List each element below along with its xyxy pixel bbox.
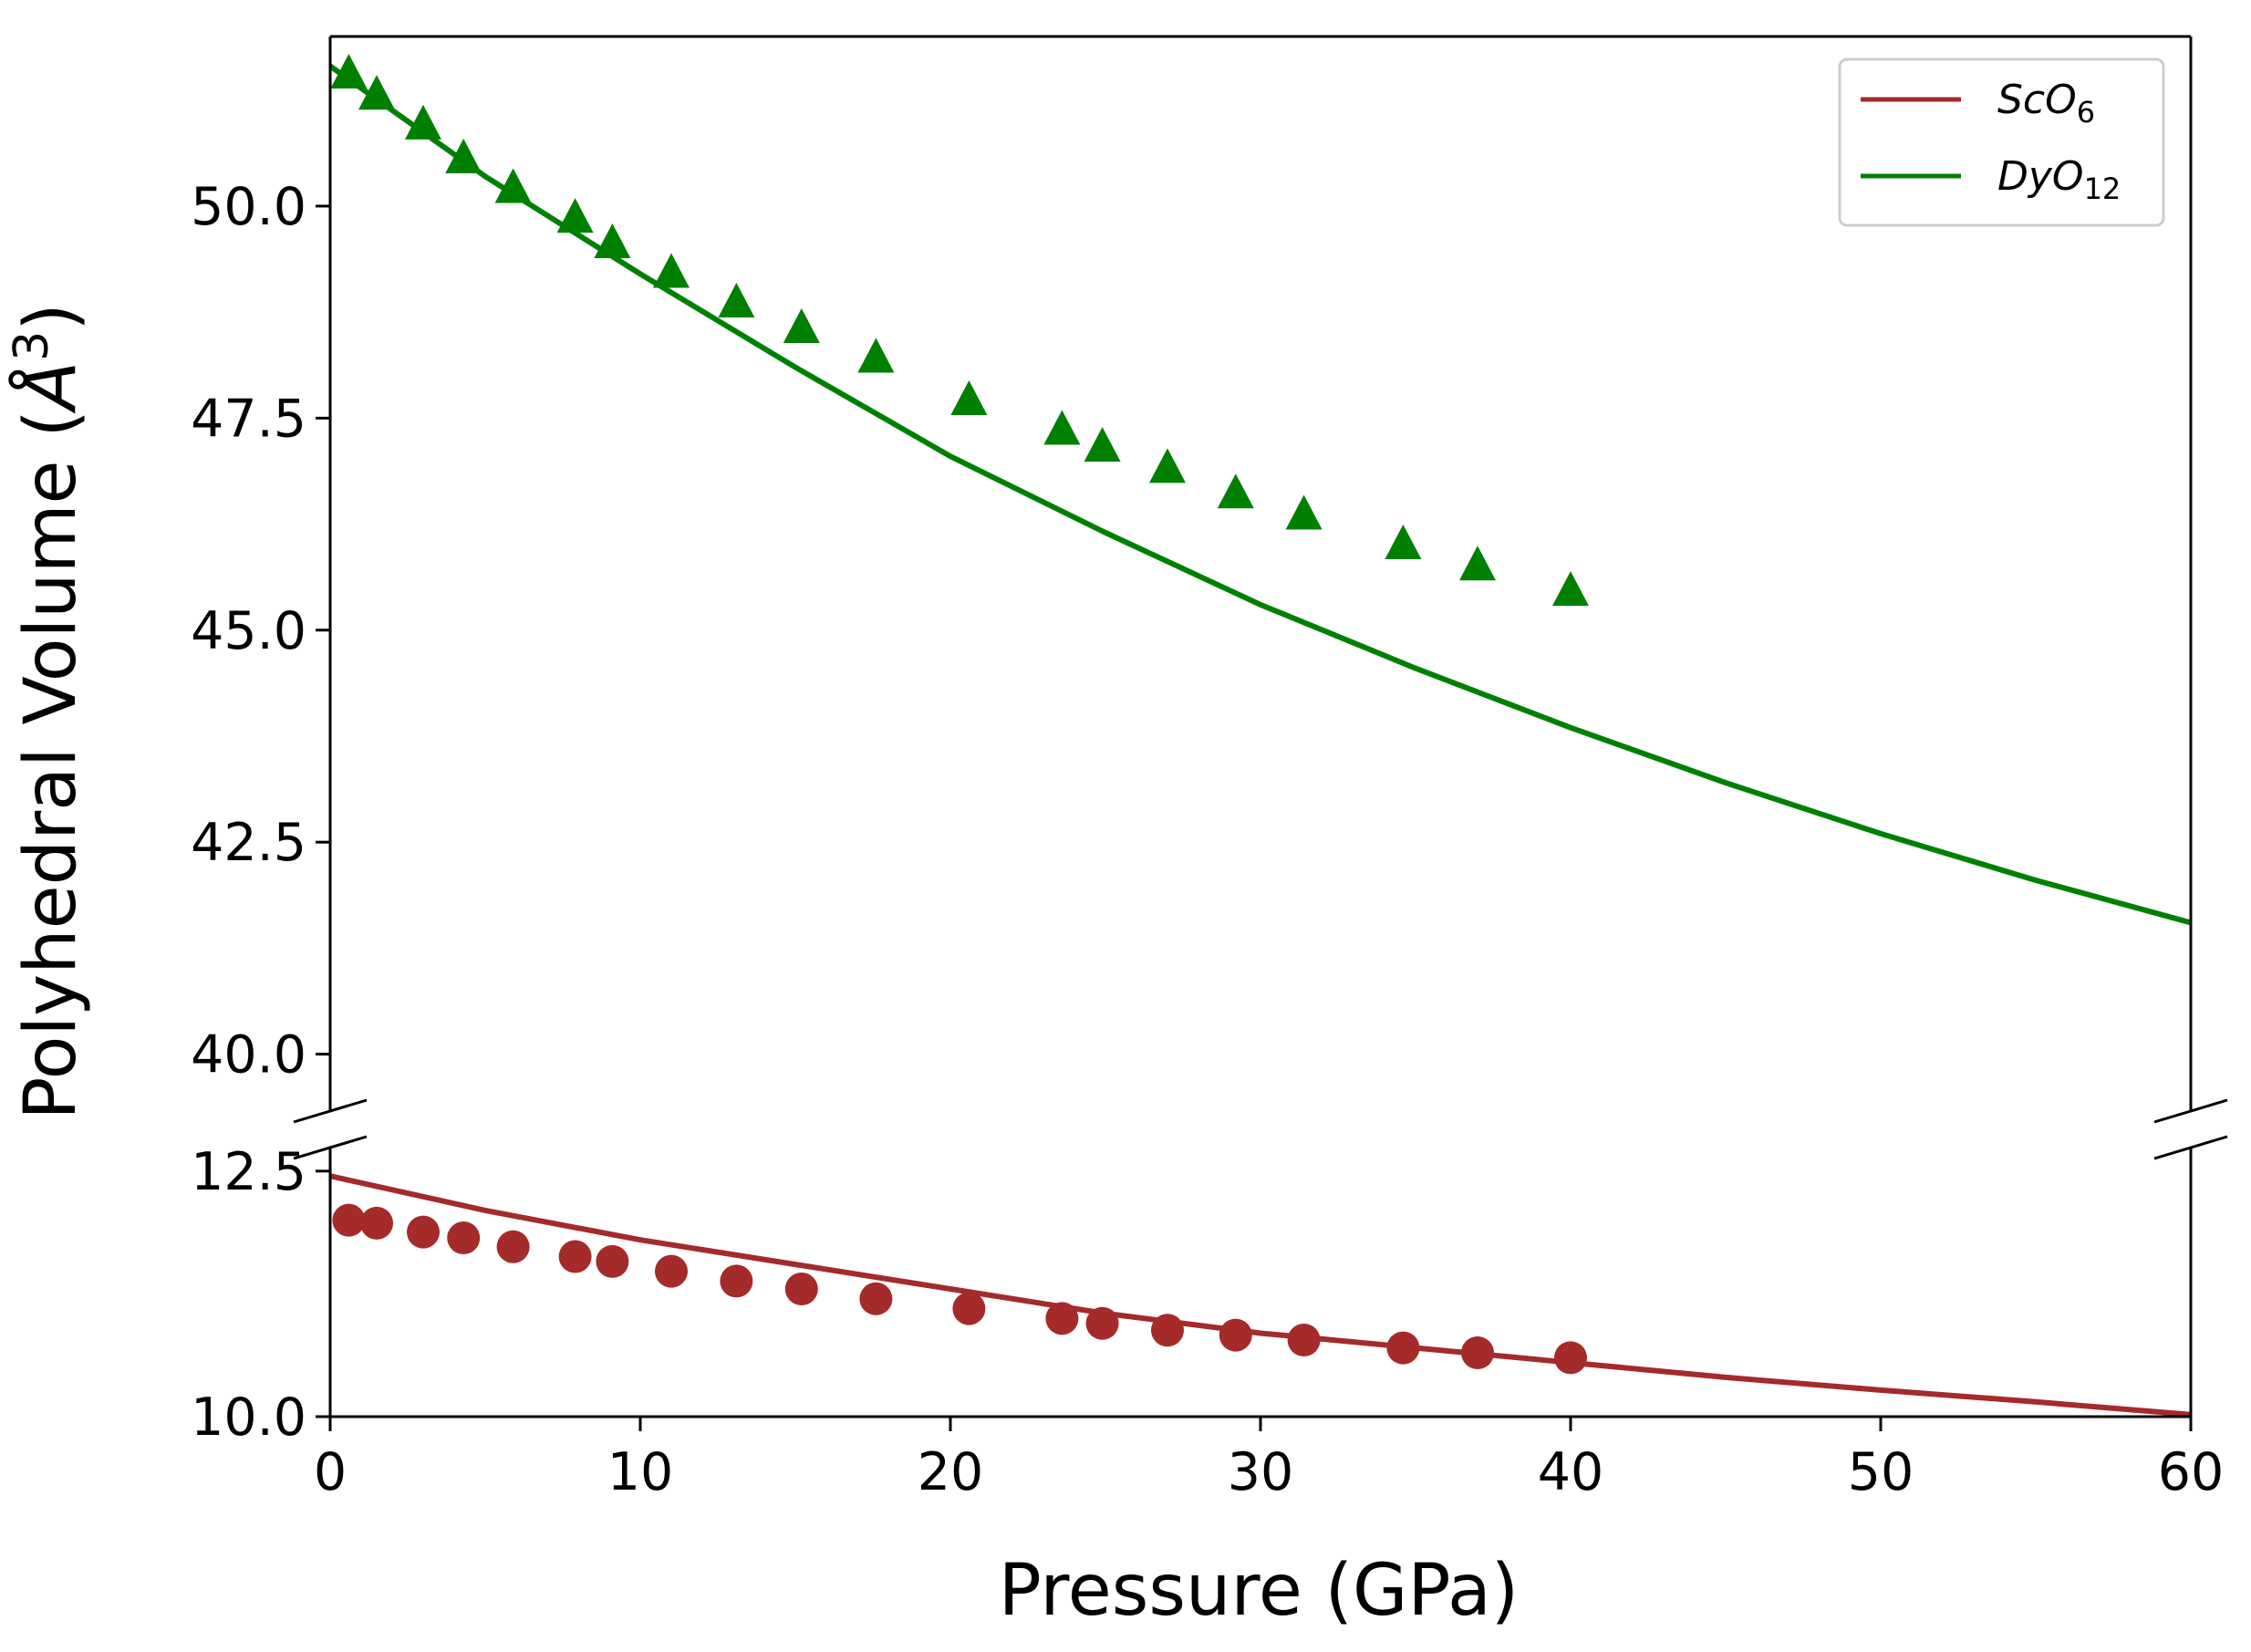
data-point-sco6-6 xyxy=(596,1244,629,1278)
data-point-sco6-14 xyxy=(1151,1314,1184,1347)
y-tick-label-upper-0: 40.0 xyxy=(191,1025,306,1086)
data-point-sco6-8 xyxy=(720,1264,753,1298)
data-point-sco6-4 xyxy=(496,1230,530,1263)
y-tick-label-lower-0: 10.0 xyxy=(191,1387,306,1448)
data-point-dyo12-3 xyxy=(445,139,482,174)
legend-label-sco6-name: ScO xyxy=(1997,77,2077,123)
series-line-dyo12 xyxy=(330,64,2191,926)
x-tick-label-3: 30 xyxy=(1228,1442,1294,1502)
data-point-sco6-13 xyxy=(1085,1306,1119,1340)
data-point-dyo12-7 xyxy=(653,253,690,288)
data-point-sco6-17 xyxy=(1386,1331,1420,1365)
data-point-dyo12-18 xyxy=(1459,545,1496,581)
data-point-dyo12-1 xyxy=(358,75,395,110)
data-point-dyo12-4 xyxy=(494,168,532,203)
legend-label-sco6-sub: 6 xyxy=(2077,95,2095,130)
data-point-sco6-11 xyxy=(952,1292,986,1325)
axis-break-mark-left-0 xyxy=(293,1098,368,1124)
data-point-sco6-15 xyxy=(1219,1318,1252,1352)
data-point-dyo12-9 xyxy=(783,307,820,343)
y-tick-label-upper-4: 50.0 xyxy=(191,177,306,237)
x-tick-label-2: 20 xyxy=(918,1442,984,1502)
data-point-dyo12-5 xyxy=(556,198,594,234)
data-point-dyo12-0 xyxy=(330,54,368,89)
data-point-dyo12-11 xyxy=(950,379,988,415)
data-point-dyo12-6 xyxy=(594,223,631,258)
y-axis-title: Polyhedral Volume (Å3) xyxy=(5,303,92,1119)
axis-break-mark-right-0 xyxy=(2153,1098,2228,1124)
y-axis-title-text: Polyhedral Volume ( xyxy=(10,410,92,1119)
data-point-dyo12-8 xyxy=(718,283,755,318)
data-point-sco6-9 xyxy=(784,1273,818,1306)
data-point-sco6-19 xyxy=(1554,1341,1587,1375)
data-point-dyo12-16 xyxy=(1285,494,1323,530)
y-tick-label-upper-1: 42.5 xyxy=(191,813,306,873)
data-point-dyo12-2 xyxy=(405,104,441,140)
data-point-dyo12-13 xyxy=(1084,427,1121,462)
y-tick-label-lower-1: 12.5 xyxy=(191,1142,306,1202)
x-axis-title: Pressure (GPa) xyxy=(999,1550,1520,1632)
data-point-dyo12-15 xyxy=(1217,473,1254,509)
data-point-sco6-12 xyxy=(1045,1302,1079,1335)
data-point-sco6-0 xyxy=(332,1203,366,1237)
data-point-sco6-2 xyxy=(407,1215,440,1249)
y-tick-label-upper-3: 47.5 xyxy=(191,389,306,449)
data-point-sco6-18 xyxy=(1461,1336,1494,1370)
data-point-sco6-16 xyxy=(1287,1324,1321,1357)
data-point-dyo12-17 xyxy=(1385,525,1422,560)
x-tick-label-6: 60 xyxy=(2158,1442,2225,1502)
data-point-dyo12-10 xyxy=(857,338,895,373)
data-point-sco6-10 xyxy=(859,1282,893,1315)
lower-plot-area xyxy=(330,1173,2191,1417)
y-tick-label-upper-2: 45.0 xyxy=(191,601,306,661)
data-point-dyo12-14 xyxy=(1149,448,1186,483)
legend: ScO6 DyO12 xyxy=(1838,57,2165,227)
x-tick-label-4: 40 xyxy=(1538,1442,1604,1502)
axis-break-mark-right-1 xyxy=(2153,1135,2228,1160)
axes-layer: 40.0 42.5 45.0 47.5 50.0 10.0 12.5 0 10 20 30 40 50 6… xyxy=(191,35,2228,1502)
legend-label-sco6: ScO6 xyxy=(1997,77,2095,130)
legend-label-dyo12: DyO12 xyxy=(1997,153,2121,206)
data-point-sco6-1 xyxy=(360,1206,393,1240)
data-point-sco6-7 xyxy=(655,1254,688,1288)
series-line-sco6 xyxy=(330,1173,2191,1417)
legend-label-dyo12-name: DyO xyxy=(1997,153,2084,200)
data-point-sco6-5 xyxy=(558,1240,592,1273)
upper-plot-area xyxy=(330,54,2191,926)
data-point-dyo12-12 xyxy=(1043,410,1081,445)
axis-break-mark-left-1 xyxy=(293,1135,368,1160)
x-tick-label-5: 50 xyxy=(1848,1442,1914,1502)
data-point-sco6-3 xyxy=(447,1221,481,1255)
y-axis-title-close: ) xyxy=(10,303,92,330)
y-axis-title-superscript: 3 xyxy=(5,331,59,361)
x-tick-label-0: 0 xyxy=(314,1442,347,1502)
x-tick-label-1: 10 xyxy=(607,1442,674,1502)
y-axis-title-symbol: Å xyxy=(8,361,92,414)
legend-label-dyo12-sub: 12 xyxy=(2084,171,2121,206)
data-point-dyo12-19 xyxy=(1552,571,1589,607)
